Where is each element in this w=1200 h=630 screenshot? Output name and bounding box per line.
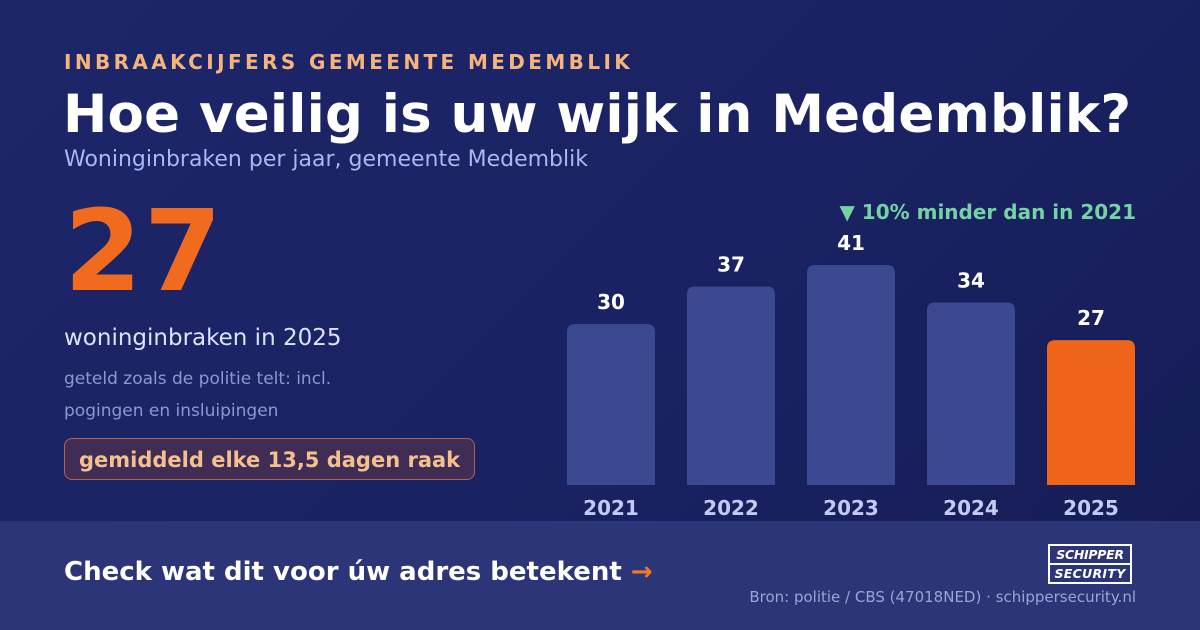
data-label-2024: 34: [957, 269, 985, 293]
eyebrow-label: INBRAAKCIJFERS GEMEENTE MEDEMBLIK: [64, 50, 634, 74]
x-tick-2025: 2025: [1063, 496, 1119, 520]
logo-line-2: SECURITY: [1054, 566, 1126, 581]
cta-link[interactable]: Check wat dit voor úw adres betekent →: [64, 557, 653, 587]
x-tick-2022: 2022: [703, 496, 759, 520]
bar-2025: [1047, 340, 1135, 485]
kpi-caption: woninginbraken in 2025: [64, 325, 342, 351]
x-tick-2023: 2023: [823, 496, 879, 520]
x-tick-2024: 2024: [943, 496, 999, 520]
data-label-2022: 37: [717, 252, 745, 276]
arrow-right-icon: →: [630, 557, 653, 587]
trend-indicator: ▼ 10% minder dan in 2021: [839, 200, 1136, 224]
frequency-badge: gemiddeld elke 13,5 dagen raak: [64, 438, 476, 480]
brand-logo: SCHIPPER SECURITY: [1048, 544, 1132, 584]
data-label-2023: 41: [837, 231, 865, 255]
kpi-note: geteld zoals de politie telt: incl. pogi…: [64, 369, 332, 421]
bar-2023: [807, 265, 895, 485]
bar-2021: [567, 324, 655, 485]
page-subtitle: Woninginbraken per jaar, gemeente Medemb…: [64, 147, 588, 172]
cta-text: Check wat dit voor úw adres betekent: [64, 557, 622, 587]
bar-2024: [927, 302, 1015, 485]
bar-2022: [687, 286, 775, 485]
source-credit: Bron: politie / CBS (47018NED) · schippe…: [749, 588, 1136, 606]
logo-line-1: SCHIPPER: [1050, 546, 1130, 565]
kpi-value: 27: [64, 187, 224, 317]
bar-chart: 30 2021 37 2022 41 2023 34 2024 27 2025: [567, 231, 1135, 520]
data-label-2025: 27: [1077, 306, 1105, 330]
page-title: Hoe veilig is uw wijk in Medemblik?: [63, 84, 1132, 145]
footer-band: [0, 521, 1200, 630]
x-tick-2021: 2021: [583, 496, 639, 520]
data-label-2021: 30: [597, 290, 625, 314]
